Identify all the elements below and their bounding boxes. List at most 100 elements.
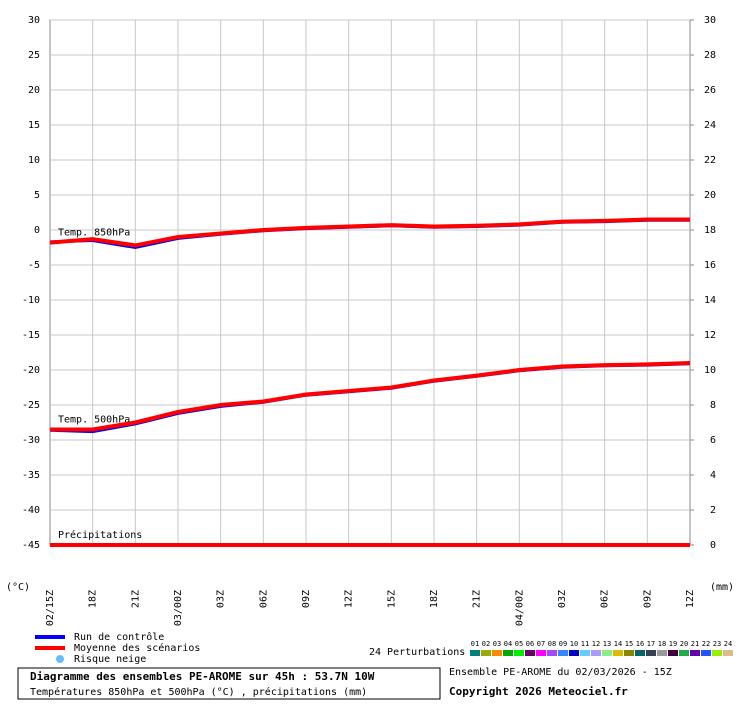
footer-title: Diagramme des ensembles PE-AROME sur 45h… (30, 670, 375, 683)
perturbation-number: 01 (471, 640, 479, 648)
legend-swatch (35, 635, 65, 639)
y-tick-label: -10 (22, 295, 40, 306)
perturbation-swatch (712, 650, 722, 656)
perturbation-swatch (679, 650, 689, 656)
y2-tick-label: 28 (704, 50, 716, 61)
perturbation-swatch (591, 650, 601, 656)
perturbation-number: 09 (559, 640, 567, 648)
perturbation-number: 18 (658, 640, 666, 648)
x-tick-label: 18Z (88, 590, 99, 608)
x-tick-label: 12Z (685, 590, 696, 608)
perturbation-number: 02 (482, 640, 490, 648)
y2-tick-label: 10 (704, 365, 716, 376)
series-label: Temp. 500hPa (58, 415, 130, 426)
perturbation-swatch (580, 650, 590, 656)
perturbation-swatch (701, 650, 711, 656)
perturbation-number: 24 (724, 640, 732, 648)
y-tick-label: 15 (28, 120, 40, 131)
perturbation-number: 19 (669, 640, 677, 648)
y-axis-label: (°C) (6, 582, 30, 593)
mean-line (50, 361, 691, 432)
x-tick-label: 09Z (301, 590, 312, 608)
y-tick-label: 5 (34, 190, 40, 201)
y-tick-label: 0 (34, 225, 40, 236)
perturbation-swatch (635, 650, 645, 656)
perturbation-number: 22 (702, 640, 710, 648)
y-tick-label: 20 (28, 85, 40, 96)
x-tick-label: 21Z (130, 590, 141, 608)
x-tick-label: 09Z (642, 590, 653, 608)
x-tick-label: 06Z (258, 590, 269, 608)
perturbation-number: 06 (526, 640, 534, 648)
perturbation-swatch (602, 650, 612, 656)
perturbation-number: 20 (680, 640, 688, 648)
x-tick-label: 18Z (429, 590, 440, 608)
plot-frame (49, 19, 691, 546)
legend-label: Moyenne des scénarios (74, 642, 200, 654)
y2-tick-label: 8 (710, 400, 716, 411)
perturbation-number: 15 (625, 640, 633, 648)
perturbation-swatch (536, 650, 546, 656)
y2-tick-label: 0 (710, 540, 716, 551)
perturbation-swatch (470, 650, 480, 656)
y-tick-label: 30 (28, 15, 40, 26)
series-label: Temp. 850hPa (58, 228, 130, 239)
perturbation-number: 11 (581, 640, 589, 648)
footer-subtitle: Températures 850hPa et 500hPa (°C) , pré… (30, 686, 367, 698)
y-tick-label: -45 (22, 540, 40, 551)
x-tick-label: 21Z (472, 590, 483, 608)
perturbation-swatch (569, 650, 579, 656)
x-tick-label: 03Z (216, 590, 227, 608)
perturbation-swatch (558, 650, 568, 656)
y2-tick-label: 2 (710, 505, 716, 516)
y-tick-label: -15 (22, 330, 40, 341)
perturbation-number: 12 (592, 640, 600, 648)
y-tick-label: -5 (28, 260, 40, 271)
footer-box (17, 667, 441, 700)
perturbation-swatch (613, 650, 623, 656)
y2-tick-label: 4 (710, 470, 716, 481)
y-tick-label: -20 (22, 365, 40, 376)
y2-tick-label: 6 (710, 435, 716, 446)
x-tick-label: 06Z (600, 590, 611, 608)
y2-tick-label: 14 (704, 295, 716, 306)
perturbation-number: 08 (548, 640, 556, 648)
y2-tick-label: 12 (704, 330, 716, 341)
perturbation-number: 16 (636, 640, 644, 648)
legend-swatch (56, 655, 64, 663)
x-tick-label: 02/15Z (45, 590, 56, 626)
y2-axis-label: (mm) (710, 582, 734, 593)
perturbation-swatch (492, 650, 502, 656)
perturbation-swatch (624, 650, 634, 656)
x-tick-label: 04/00Z (514, 590, 525, 626)
perturbation-number: 05 (515, 640, 523, 648)
x-tick-label: 12Z (344, 590, 355, 608)
y-tick-label: 25 (28, 50, 40, 61)
series-label: Précipitations (58, 529, 142, 541)
x-tick-label: 15Z (386, 590, 397, 608)
perturbation-number: 03 (493, 640, 501, 648)
x-tick-label: 03Z (557, 590, 568, 608)
perturbation-swatch (657, 650, 667, 656)
y2-tick-label: 20 (704, 190, 716, 201)
perturbation-swatch (690, 650, 700, 656)
y2-tick-label: 24 (704, 120, 716, 131)
perturbation-swatch (514, 650, 524, 656)
perturbation-number: 23 (713, 640, 721, 648)
y-tick-label: -25 (22, 400, 40, 411)
perturbation-number: 17 (647, 640, 655, 648)
y2-tick-label: 18 (704, 225, 716, 236)
y-tick-label: -35 (22, 470, 40, 481)
y-tick-label: -40 (22, 505, 40, 516)
legend-label: Run de contrôle (74, 631, 164, 643)
run-info: Ensemble PE-AROME du 02/03/2026 - 15Z (449, 667, 672, 678)
perturbation-swatch (525, 650, 535, 656)
perturbation-number: 14 (614, 640, 622, 648)
legend-label: Risque neige (74, 654, 146, 665)
x-tick-label: 03/00Z (173, 590, 184, 626)
perturbation-number: 10 (570, 640, 578, 648)
legend-swatch (35, 646, 65, 650)
y2-tick-label: 16 (704, 260, 716, 271)
